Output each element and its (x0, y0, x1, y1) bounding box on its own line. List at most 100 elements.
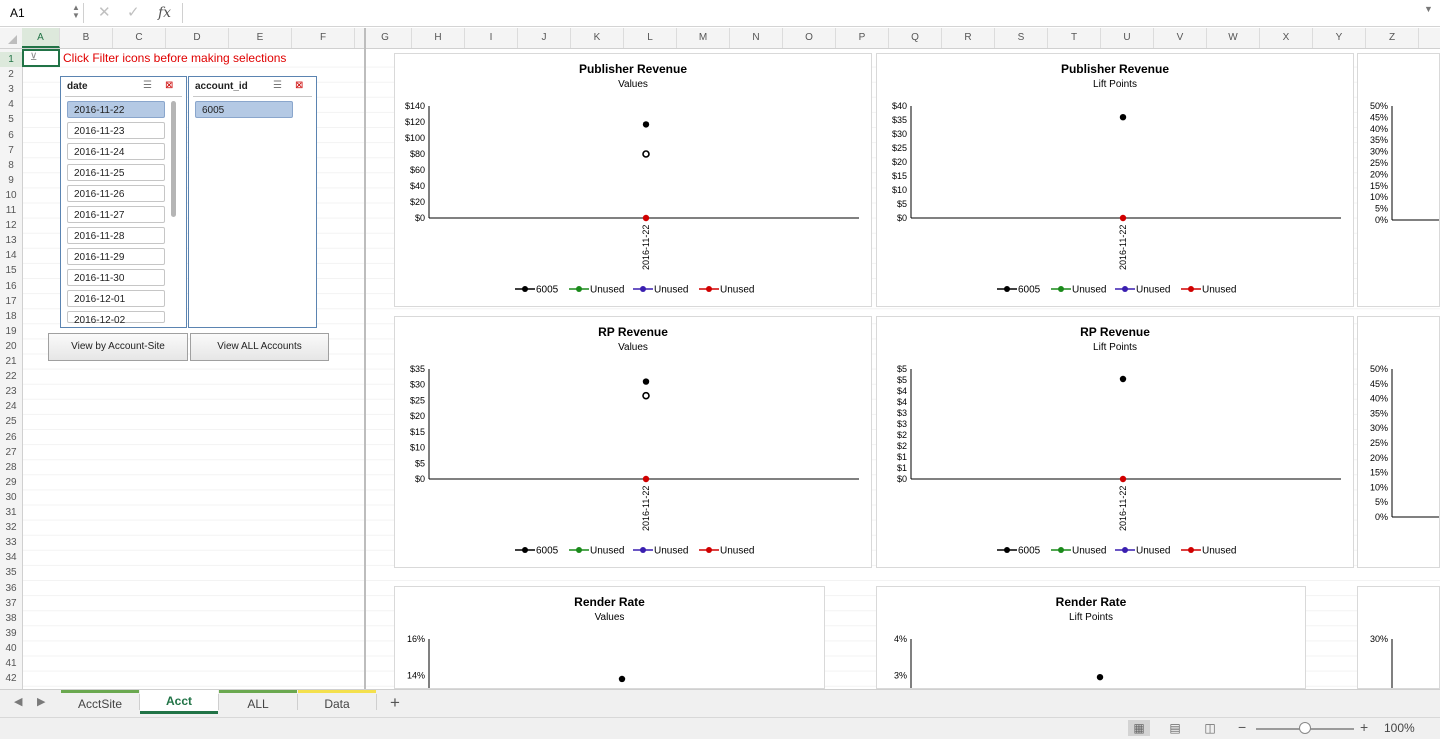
row-header-cell[interactable]: 32 (5, 522, 17, 534)
slicer-scrollbar[interactable] (171, 101, 176, 217)
row-header-cell[interactable]: 23 (5, 386, 17, 398)
row-header-cell[interactable]: 13 (5, 235, 17, 247)
name-box[interactable]: A1 (4, 3, 84, 23)
zoom-slider-knob[interactable] (1299, 722, 1311, 734)
name-box-stepper-icon[interactable]: ▲ ▼ (72, 3, 80, 20)
row-header-cell[interactable]: 42 (5, 673, 17, 685)
row-header-cell[interactable]: 20 (5, 340, 17, 352)
row-header-cell[interactable]: 17 (5, 295, 17, 307)
slicer-item[interactable]: 2016-11-25 (67, 164, 165, 181)
row-header-cell[interactable]: 24 (5, 401, 17, 413)
zoom-in-icon[interactable]: + (1360, 719, 1369, 735)
row-header-cell[interactable]: 30 (5, 491, 17, 503)
chart-partial-right-2[interactable]: 0% 5% 10% 15% 20% 25% 30% 35% 40% 45% 50% (1357, 316, 1440, 568)
slicer-item[interactable]: 2016-11-23 (67, 122, 165, 139)
row-header-cell[interactable]: 34 (5, 552, 17, 564)
slicer-item[interactable]: 2016-12-02 (67, 311, 165, 326)
slicer-item[interactable]: 2016-11-28 (67, 227, 165, 244)
row-header-cell[interactable]: 11 (5, 205, 17, 216)
column-header-cell[interactable]: K (571, 28, 624, 48)
slicer-item[interactable]: 2016-11-27 (67, 206, 165, 223)
row-header-cell[interactable]: 26 (5, 431, 17, 443)
row-header-cell[interactable]: 16 (5, 280, 17, 292)
row-header-cell[interactable]: 15 (5, 265, 17, 277)
row-header-cell[interactable]: 5 (8, 114, 14, 126)
row-header-cell[interactable]: 31 (5, 507, 17, 518)
row-header-cell[interactable]: 10 (5, 189, 17, 201)
view-by-account-site-button[interactable]: View by Account-Site (48, 333, 188, 361)
chart-publisher-revenue-values[interactable]: Publisher Revenue Values $0 $20 $40 $60 $80 $10… (394, 53, 872, 307)
row-header-cell[interactable]: 27 (5, 446, 17, 458)
select-all-corner[interactable] (0, 28, 23, 48)
column-header-cell[interactable]: X (1260, 28, 1313, 48)
row-header-cell[interactable]: 21 (5, 356, 17, 367)
row-header-cell[interactable]: 7 (8, 144, 14, 156)
chart-partial-right-1[interactable]: 0% 5% 10% 15% 20% 25% 30% 35% 40% 45% 50% (1357, 53, 1440, 307)
column-header-cell[interactable]: V (1154, 28, 1207, 48)
row-header-cell[interactable]: 9 (8, 174, 14, 186)
row-header-cell[interactable]: 39 (5, 627, 17, 639)
zoom-out-icon[interactable]: − (1238, 719, 1247, 735)
clear-filter-icon[interactable]: ⊠ (295, 80, 304, 91)
row-header-cell[interactable]: 37 (5, 597, 17, 609)
row-header-cell[interactable]: 14 (5, 250, 17, 262)
slicer-item[interactable]: 2016-11-26 (67, 185, 165, 202)
column-header-cell[interactable]: P (836, 28, 889, 48)
chevron-down-icon[interactable]: ▼ (1424, 4, 1433, 14)
column-header-cell[interactable]: L (624, 28, 677, 48)
chart-partial-right-3[interactable]: 30% (1357, 586, 1440, 689)
row-header-cell[interactable]: 33 (5, 537, 17, 549)
chart-rp-revenue-lift[interactable]: RP Revenue Lift Points $0 $1 $1 $2 $2 $3 $3 $4 $4 $… (876, 316, 1354, 568)
column-header-cell[interactable]: G (359, 28, 412, 48)
sheet-tab[interactable]: Data (298, 690, 376, 714)
column-header-cell[interactable]: E (229, 28, 292, 48)
column-header-cell[interactable]: B (60, 28, 113, 48)
page-layout-icon[interactable]: ▤ (1169, 721, 1181, 735)
active-cell[interactable] (22, 49, 60, 67)
slicer-item[interactable]: 2016-11-30 (67, 269, 165, 286)
tab-scroll-right-icon[interactable]: ▶ (37, 696, 46, 708)
date-slicer[interactable]: date ☰ ⊠ 2016-11-22 2016-11-23 2016-11-24 2… (60, 76, 187, 328)
slicer-item[interactable]: 6005 (195, 101, 293, 118)
row-header-cell[interactable]: 36 (5, 582, 17, 594)
row-header-cell[interactable]: 4 (8, 99, 14, 111)
chart-publisher-revenue-lift[interactable]: Publisher Revenue Lift Points $0 $5 $10 $15 $2… (876, 53, 1354, 307)
column-header-cell[interactable]: Y (1313, 28, 1366, 48)
row-header-cell[interactable]: 12 (5, 220, 17, 232)
row-header-cell[interactable]: 41 (5, 658, 17, 669)
page-break-icon[interactable]: ◫ (1204, 721, 1216, 735)
chart-render-rate-lift[interactable]: Render Rate Lift Points 3% 4% (876, 586, 1306, 689)
column-header-cell[interactable]: C (113, 28, 166, 48)
column-header-cell[interactable]: M (677, 28, 730, 48)
row-header-cell[interactable]: 35 (5, 567, 17, 579)
column-header-cell[interactable]: H (412, 28, 465, 48)
multi-select-icon[interactable]: ☰ (273, 80, 282, 91)
sheet-tab[interactable]: Acct (140, 690, 218, 714)
column-header-cell[interactable]: Z (1366, 28, 1419, 48)
chart-rp-revenue-values[interactable]: RP Revenue Values $0 $5 $10 $15 $20 $25 $30 $35 20… (394, 316, 872, 568)
row-header-cell[interactable]: 1 (0, 52, 22, 67)
multi-select-icon[interactable]: ☰ (143, 80, 152, 91)
chart-render-rate-values[interactable]: Render Rate Values 14% 16% (394, 586, 825, 689)
column-header-cell[interactable]: I (465, 28, 518, 48)
row-header-cell[interactable]: 19 (5, 325, 17, 337)
column-header-cell[interactable]: F (292, 28, 355, 48)
row-header-cell[interactable]: 38 (5, 612, 17, 624)
insert-function-icon[interactable]: fx (158, 5, 172, 21)
column-header-cell[interactable]: R (942, 28, 995, 48)
column-header-cell[interactable]: N (730, 28, 783, 48)
sheet-tab[interactable]: AcctSite (61, 690, 139, 714)
row-header-cell[interactable]: 40 (5, 642, 17, 654)
column-header-cell[interactable]: D (166, 28, 229, 48)
column-header-cell[interactable]: O (783, 28, 836, 48)
slicer-item[interactable]: 2016-11-29 (67, 248, 165, 265)
row-header-cell[interactable]: 25 (5, 416, 17, 428)
slicer-item[interactable]: 2016-11-24 (67, 143, 165, 160)
cancel-icon[interactable]: ✕ (98, 4, 111, 21)
view-all-accounts-button[interactable]: View ALL Accounts (190, 333, 329, 361)
normal-view-icon[interactable]: ▦ (1128, 720, 1150, 736)
clear-filter-icon[interactable]: ⊻ (30, 52, 38, 63)
row-header-cell[interactable]: 18 (5, 310, 17, 322)
column-header-cell[interactable]: W (1207, 28, 1260, 48)
freeze-pane-divider[interactable] (364, 28, 366, 689)
